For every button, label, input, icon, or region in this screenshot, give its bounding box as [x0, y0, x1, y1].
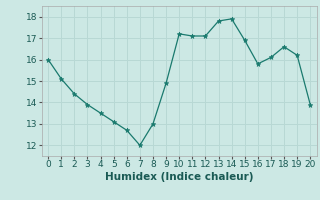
X-axis label: Humidex (Indice chaleur): Humidex (Indice chaleur)	[105, 172, 253, 182]
